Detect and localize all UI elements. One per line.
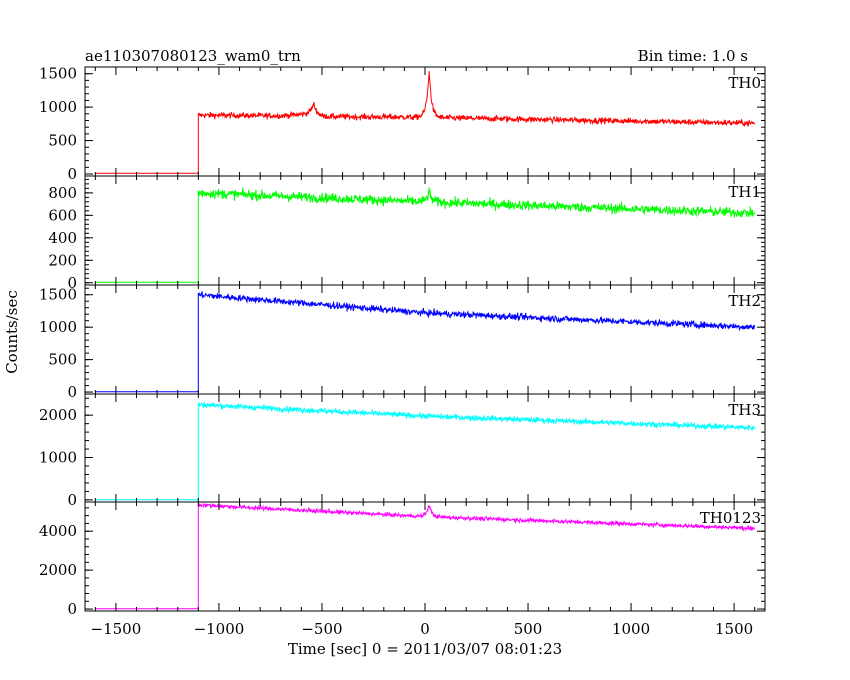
trace-th1: [95, 187, 756, 283]
y-tick-label: 1500: [39, 65, 77, 83]
x-tick-label: 500: [514, 620, 543, 638]
y-tick-label: 1000: [39, 318, 77, 336]
y-tick-label: 600: [48, 206, 77, 224]
trace-th3: [95, 401, 756, 501]
x-tick-label: 0: [420, 620, 430, 638]
y-tick-label: 0: [67, 274, 77, 292]
y-tick-label: 1500: [39, 286, 77, 304]
panel-label-th0123: TH0123: [700, 509, 761, 527]
y-tick-label: 0: [67, 383, 77, 401]
panel-label-th0: TH0: [728, 74, 761, 92]
panels-group: 0 500 1000 1500 TH0 0 200 400 600 800 TH1 0 500 1000 1…: [39, 65, 766, 638]
trace-th0: [95, 71, 756, 174]
y-tick-label: 1000: [39, 449, 77, 467]
x-tick-label: 1500: [715, 620, 753, 638]
y-tick-label: 0: [67, 600, 77, 618]
x-tick-label: 1000: [612, 620, 650, 638]
trace-th2: [95, 291, 756, 393]
y-tick-label: 0: [67, 491, 77, 509]
panel-frame-th2: [84, 284, 766, 395]
bin-time-label: Bin time: 1.0 s: [638, 47, 748, 65]
panel-label-th1: TH1: [728, 183, 761, 201]
panel-frame-th0123: [84, 501, 766, 612]
y-tick-label: 4000: [39, 522, 77, 540]
y-tick-label: 0: [67, 165, 77, 183]
chart-title: ae110307080123_wam0_trn: [85, 47, 301, 65]
x-tick-label: −500: [301, 620, 342, 638]
y-tick-label: 500: [48, 132, 77, 150]
x-tick-label: −1500: [91, 620, 142, 638]
panel-label-th2: TH2: [728, 292, 761, 310]
y-tick-label: 400: [48, 229, 77, 247]
panel-frame-th1: [84, 175, 766, 286]
y-axis-label: Counts/sec: [3, 290, 21, 374]
y-tick-label: 500: [48, 351, 77, 369]
y-tick-label: 2000: [39, 406, 77, 424]
x-tick-label: −1000: [194, 620, 245, 638]
panel-label-th3: TH3: [728, 401, 761, 419]
y-tick-label: 800: [48, 184, 77, 202]
y-tick-label: 1000: [39, 98, 77, 116]
panel-frame-th3: [84, 393, 766, 503]
x-axis-label: Time [sec] 0 = 2011/03/07 08:01:23: [288, 640, 562, 658]
trace-th0123: [95, 502, 755, 610]
y-tick-label: 2000: [39, 561, 77, 579]
y-tick-label: 200: [48, 251, 77, 269]
